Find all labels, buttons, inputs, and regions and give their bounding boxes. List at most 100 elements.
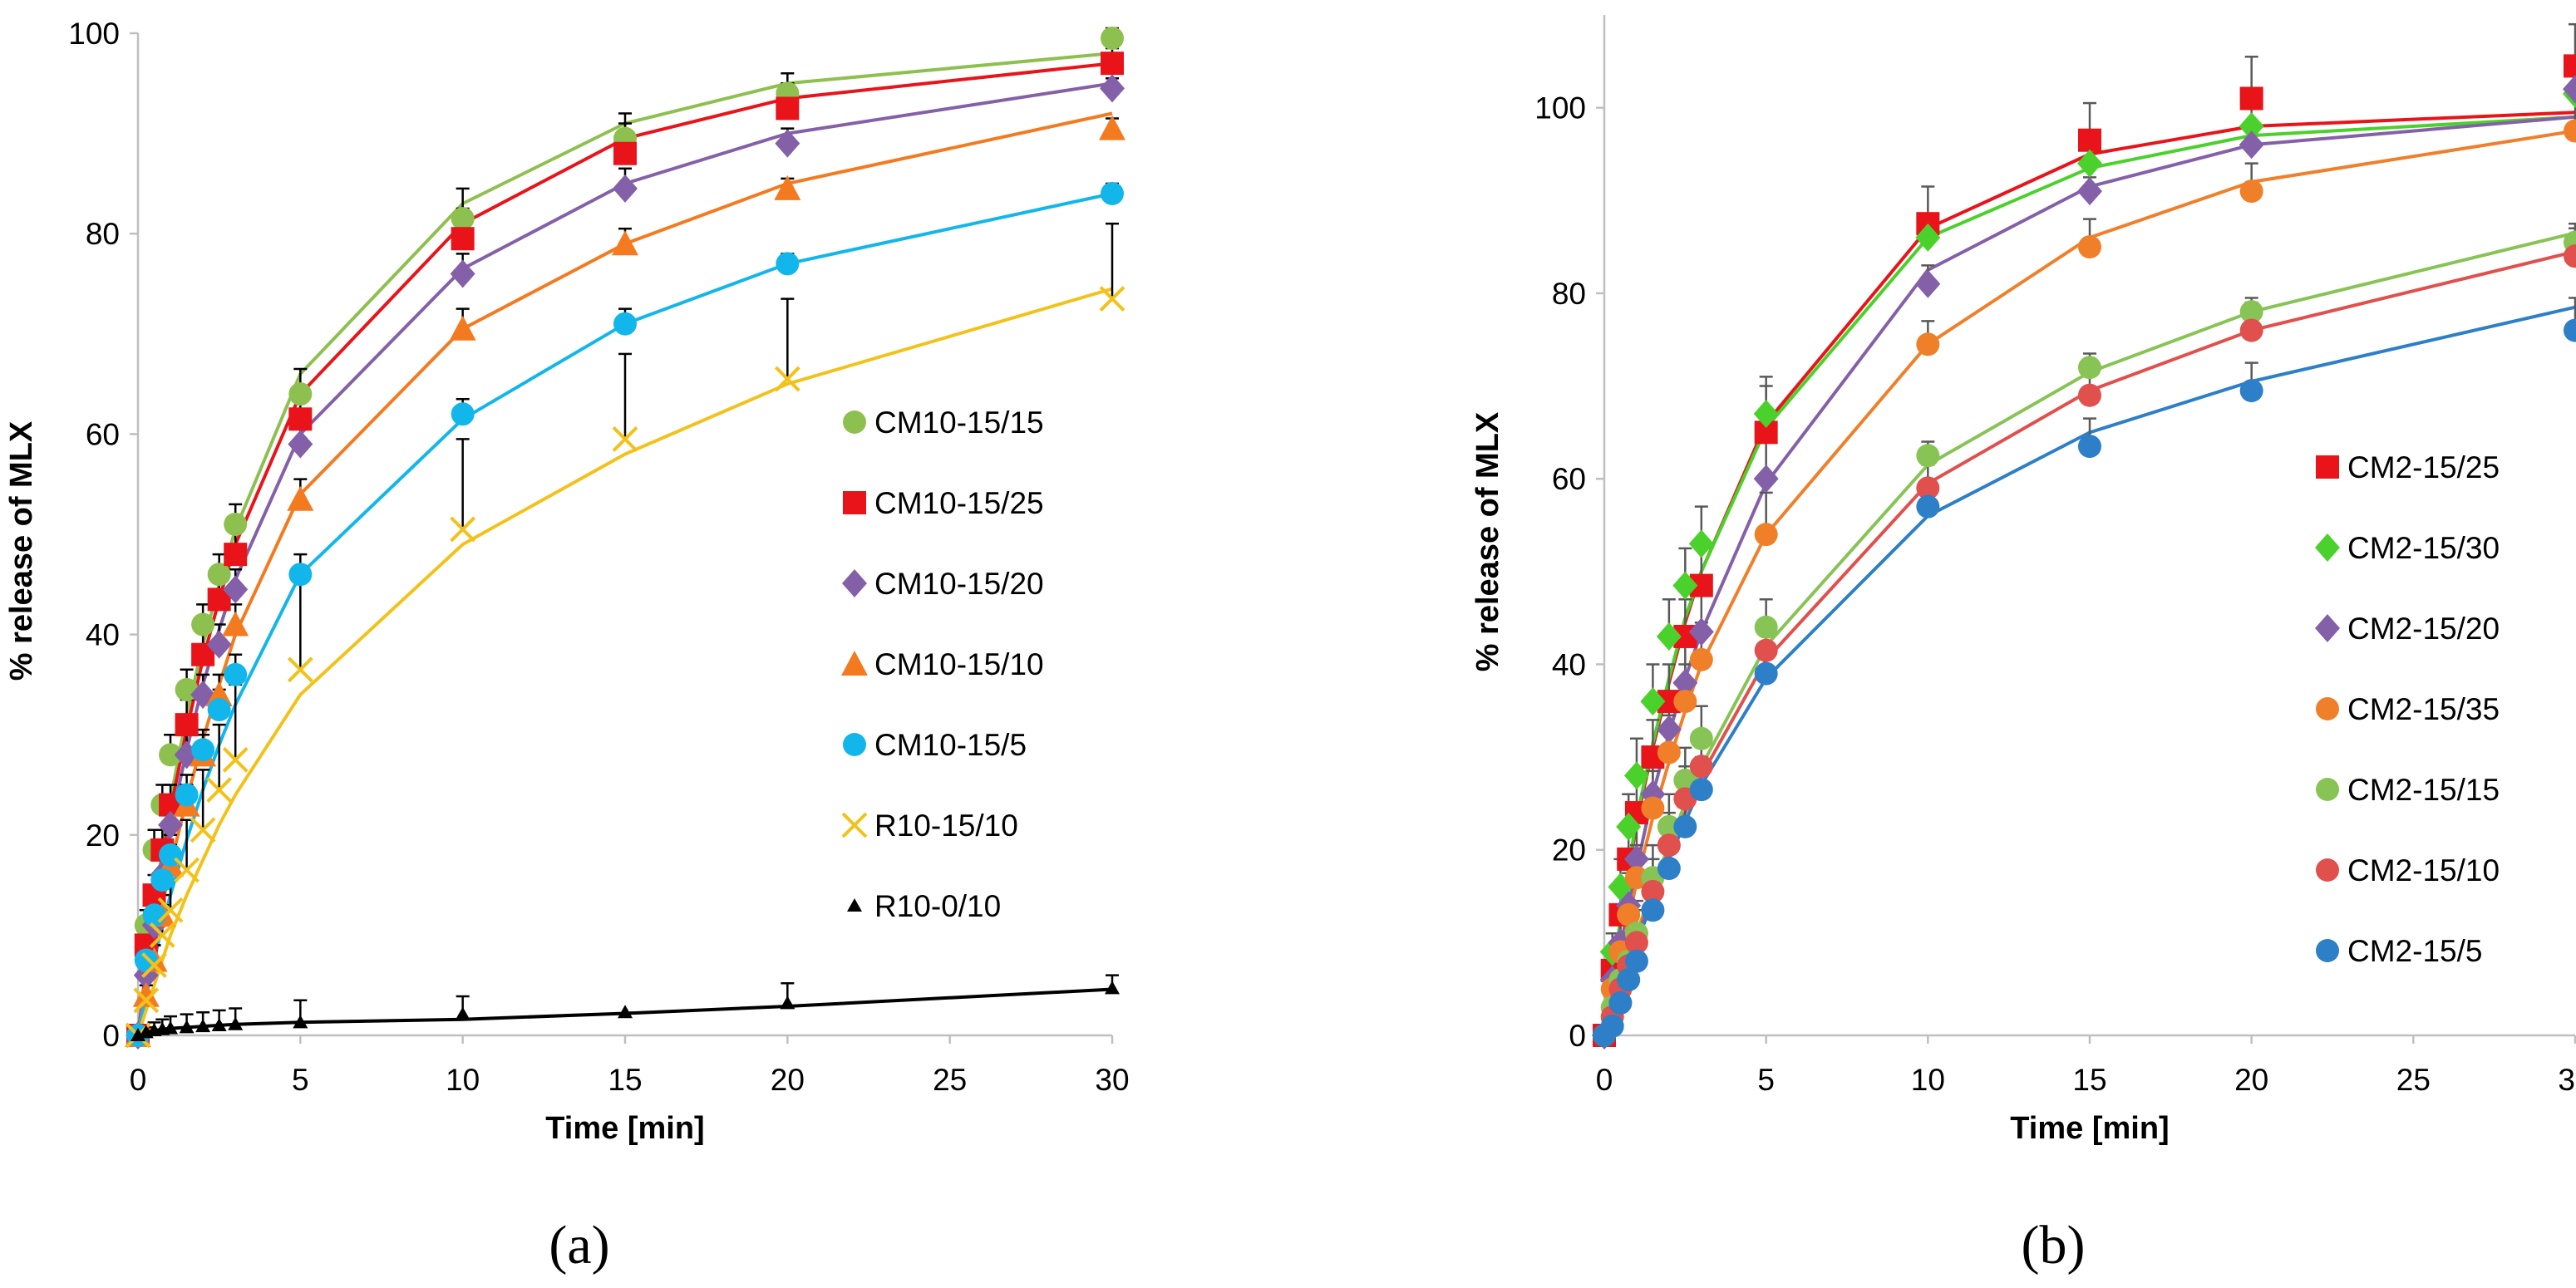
legend-marker — [2315, 533, 2340, 562]
data-point — [288, 407, 313, 431]
data-point — [1641, 898, 1665, 922]
series-R10-0/10 — [131, 981, 1120, 1041]
legend-item: CM10-15/20 — [842, 567, 1044, 601]
data-point — [1688, 617, 1714, 646]
data-point — [613, 312, 637, 336]
data-point — [150, 868, 175, 892]
y-tick-label: 40 — [86, 618, 120, 652]
legend-label: CM2-15/15 — [2347, 773, 2500, 807]
data-point — [450, 516, 476, 543]
data-point — [1624, 931, 1648, 955]
y-tick-label: 80 — [1552, 277, 1586, 311]
x-tick-label: 0 — [130, 1063, 147, 1097]
x-tick-label: 30 — [2558, 1063, 2576, 1097]
series-CM10-15/25 — [126, 52, 1124, 1047]
data-point — [613, 174, 638, 203]
data-point — [142, 903, 166, 927]
y-tick-label: 40 — [1552, 647, 1586, 681]
data-point — [1916, 494, 1940, 519]
data-point — [2078, 383, 2101, 407]
fit-line-CM2-15/35 — [1603, 129, 2576, 1036]
legend-label: CM2-15/5 — [2347, 934, 2482, 968]
data-point — [1099, 115, 1125, 140]
data-point — [157, 897, 184, 923]
data-point — [1657, 814, 1681, 838]
data-point — [2078, 356, 2101, 380]
legend-marker — [2316, 455, 2339, 479]
y-tick-label: 0 — [1569, 1019, 1586, 1053]
panel-label: (a) — [549, 1215, 609, 1276]
x-axis-label: Time [min] — [2010, 1111, 2169, 1146]
legend-marker — [842, 569, 867, 597]
data-point — [223, 575, 249, 604]
data-point — [2078, 235, 2101, 259]
legend-label: CM2-15/10 — [2347, 853, 2500, 887]
data-point — [190, 817, 216, 843]
data-point — [159, 743, 183, 767]
data-point — [1672, 571, 1698, 600]
x-tick-label: 10 — [1911, 1063, 1945, 1097]
data-point — [1600, 1014, 1624, 1038]
y-axis-label: % release of MLX — [1470, 411, 1505, 671]
data-point — [287, 656, 313, 683]
data-point — [2563, 75, 2576, 104]
data-point — [775, 129, 800, 158]
legend-item: CM2-15/5 — [2316, 934, 2482, 968]
data-point — [1673, 814, 1697, 838]
legend-label: CM2-15/35 — [2347, 692, 2500, 726]
legend-label: CM10-15/10 — [874, 647, 1044, 681]
data-point — [2239, 179, 2263, 204]
data-point — [288, 430, 313, 459]
data-point — [133, 987, 160, 1014]
x-tick-label: 20 — [2234, 1063, 2268, 1097]
x-tick-label: 15 — [608, 1063, 642, 1097]
data-point — [287, 485, 314, 511]
legend-marker — [2316, 778, 2339, 801]
legend-item: R10-0/10 — [847, 889, 1001, 923]
x-tick-label: 5 — [1757, 1063, 1775, 1097]
data-point — [451, 207, 475, 231]
legend-item: CM10-15/5 — [843, 728, 1027, 762]
y-tick-label: 100 — [68, 17, 120, 51]
data-point — [2239, 318, 2263, 342]
data-point — [1105, 981, 1120, 995]
legend-item: CM2-15/20 — [2315, 612, 2500, 646]
y-tick-label: 20 — [1552, 833, 1586, 868]
data-point — [2077, 149, 2102, 178]
data-point — [612, 230, 638, 256]
y-tick-label: 60 — [86, 417, 120, 451]
data-point — [149, 922, 175, 948]
x-tick-label: 30 — [1095, 1063, 1129, 1097]
data-point — [293, 1015, 308, 1029]
legend-marker — [843, 410, 866, 434]
data-point — [2077, 177, 2102, 206]
series-R10-15/10 — [125, 286, 1125, 1049]
x-tick-label: 10 — [446, 1063, 480, 1097]
data-point — [179, 1020, 195, 1034]
data-point — [224, 662, 248, 686]
data-point — [141, 952, 167, 978]
legend-item: CM10-15/10 — [841, 647, 1044, 681]
legend-item: CM2-15/15 — [2316, 773, 2500, 807]
legend-marker — [841, 812, 868, 838]
data-point — [1673, 690, 1697, 714]
data-point — [288, 382, 313, 406]
legend-item: CM2-15/30 — [2315, 531, 2500, 565]
data-point — [1754, 523, 1778, 547]
data-point — [1623, 761, 1649, 790]
data-point — [1688, 529, 1714, 558]
data-point — [2078, 435, 2101, 459]
data-point — [455, 1006, 470, 1020]
data-point — [1623, 844, 1649, 873]
legend-label: CM10-15/25 — [874, 486, 1044, 520]
fit-line-CM2-15/5 — [1603, 305, 2576, 1036]
data-point — [1624, 949, 1648, 973]
legend-label: CM10-15/15 — [874, 406, 1044, 440]
legend-label: CM10-15/20 — [874, 567, 1044, 601]
data-point — [228, 1016, 244, 1030]
x-tick-label: 25 — [933, 1063, 967, 1097]
legend-label: CM2-15/25 — [2347, 450, 2500, 484]
series-CM2-15/5 — [1593, 318, 2576, 1047]
data-point — [2078, 128, 2101, 152]
data-point — [1101, 27, 1124, 51]
